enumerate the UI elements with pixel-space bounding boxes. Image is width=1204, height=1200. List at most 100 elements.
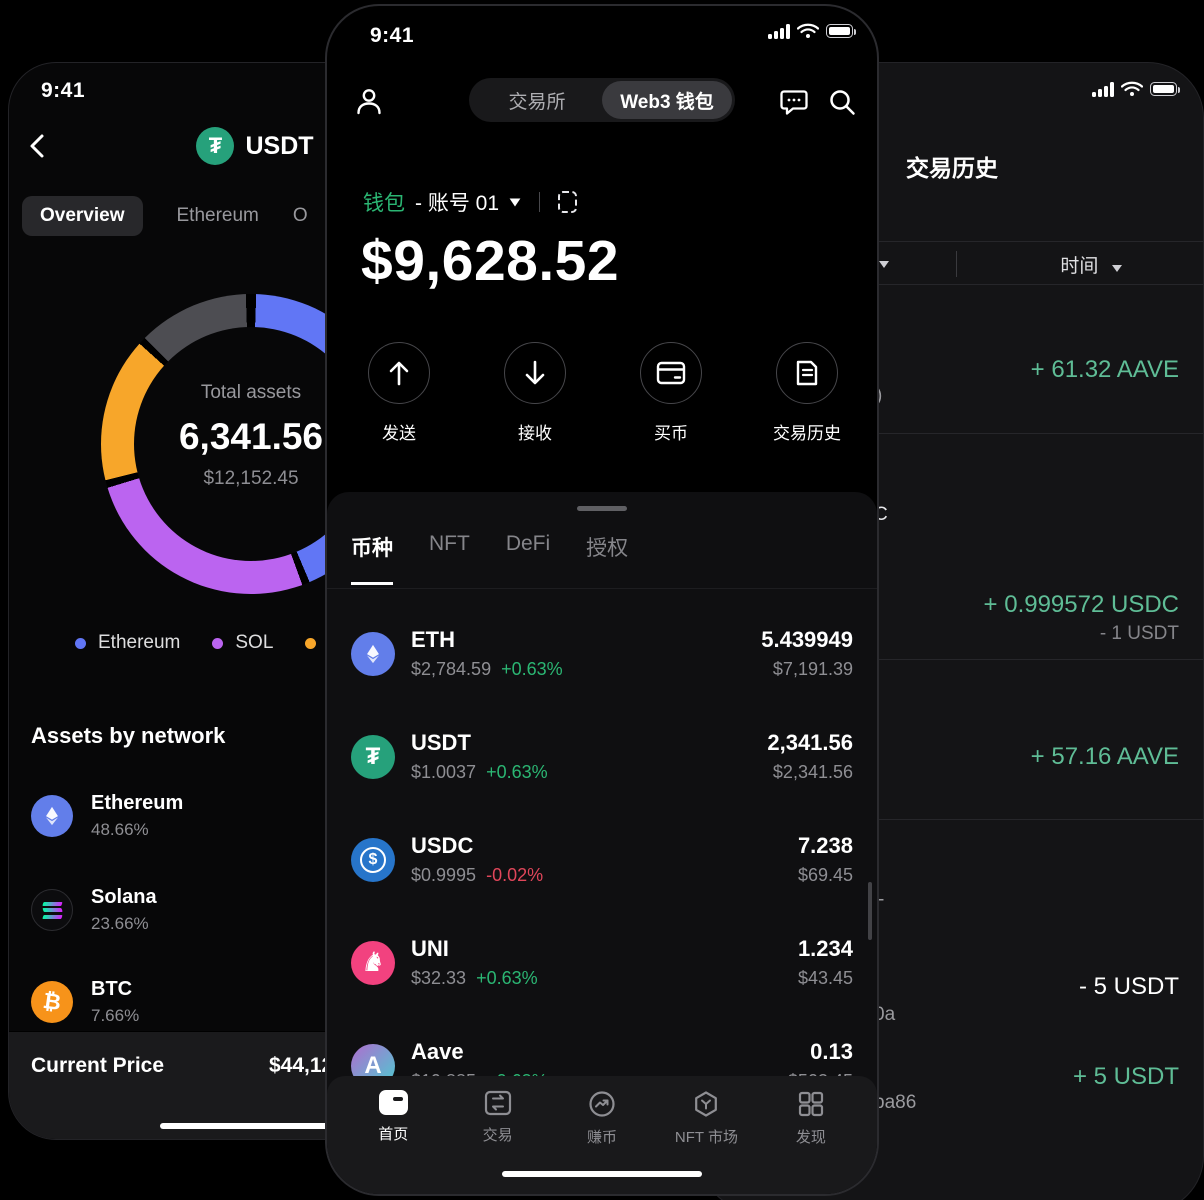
segment-web3-wallet[interactable]: Web3 钱包 <box>602 81 732 119</box>
account-label: - 账号 01 <box>415 192 500 215</box>
status-icons <box>1092 81 1180 97</box>
usdt-icon: ₮ <box>351 734 395 779</box>
token-fiat: $43.45 <box>797 968 853 988</box>
sheet-drag-handle[interactable] <box>577 506 627 511</box>
network-percent: 7.66% <box>91 1006 140 1025</box>
nav-trade[interactable]: 交易 <box>445 1090 549 1194</box>
nav-home[interactable]: 首页 <box>341 1090 445 1194</box>
network-row-ethereum[interactable]: Ethereum 48.66% <box>31 792 183 840</box>
send-button[interactable]: 发送 <box>339 342 459 444</box>
nav-label: 交易 <box>482 1127 513 1144</box>
battery-icon <box>826 24 856 38</box>
nav-label: 赚币 <box>587 1129 618 1146</box>
chat-button[interactable] <box>779 87 809 122</box>
buy-crypto-button[interactable]: 买币 <box>611 342 731 444</box>
tx-partial-text: - <box>878 889 885 910</box>
usdc-glyph: $ <box>360 846 386 873</box>
tab-approvals[interactable]: 授权 <box>586 537 629 560</box>
wallet-label: 钱包 <box>363 192 405 215</box>
donut-center-label: Total assets <box>200 382 302 403</box>
tx-amount[interactable]: - 5 USDT <box>1078 973 1179 1000</box>
filter-left-caret-icon[interactable] <box>879 261 889 268</box>
action-label: 交易历史 <box>773 424 841 443</box>
nav-earn[interactable]: 赚币 <box>550 1090 654 1194</box>
token-symbol: USDC <box>411 833 474 858</box>
card-icon <box>656 361 686 385</box>
token-row-usdc[interactable]: $ USDC $0.9995 -0.02% 7.238 $69.45 <box>327 808 877 911</box>
center-phone-wallet-home: 9:41 交易所 Web3 钱包 钱包 - 账号 01 $9,628.5 <box>325 4 879 1196</box>
tab-overview[interactable]: Overview <box>22 196 143 236</box>
token-symbol: ETH <box>411 627 455 652</box>
tx-amount[interactable]: + 5 USDT <box>1072 1063 1179 1090</box>
uni-icon: ♞ <box>351 940 395 985</box>
scrollbar-thumb[interactable] <box>868 882 872 940</box>
btc-icon: ₿ <box>31 981 73 1023</box>
divider <box>701 659 1203 660</box>
filter-bar: 时间 <box>701 241 1203 285</box>
network-row-btc[interactable]: ₿ BTC 7.66% <box>31 978 139 1026</box>
token-symbol: UNI <box>411 936 449 961</box>
discover-grid-icon <box>798 1091 823 1117</box>
legend-item-ethereum: Ethereum <box>75 632 180 654</box>
buy-circle <box>640 342 702 404</box>
token-amount: 2,341.56 <box>767 730 853 755</box>
segment-exchange[interactable]: 交易所 <box>508 91 566 113</box>
usdc-icon: $ <box>351 837 395 882</box>
token-fiat: $2,341.56 <box>772 762 853 782</box>
filter-divider <box>956 251 957 277</box>
tx-address-tail: ba86 <box>874 1092 917 1113</box>
history-circle <box>776 342 838 404</box>
status-time: 9:41 <box>41 79 86 102</box>
legend-dot-ethereum <box>75 637 86 649</box>
network-name: Solana <box>91 886 157 908</box>
network-row-solana[interactable]: Solana 23.66% <box>31 886 157 934</box>
nav-nft-market[interactable]: NFT 市场 <box>654 1090 758 1194</box>
filter-time-dropdown[interactable]: 时间 <box>1031 251 1151 278</box>
token-row-eth[interactable]: ETH $2,784.59 +0.63% 5.439949 $7,191.39 <box>327 602 877 705</box>
tab-defi[interactable]: DeFi <box>505 532 551 555</box>
usdt-icon: ₮ <box>196 127 235 165</box>
home-icon <box>378 1090 408 1115</box>
signal-icon <box>1092 81 1114 97</box>
divider <box>701 433 1203 434</box>
section-title-assets-by-network: Assets by network <box>31 723 226 748</box>
tab-partial[interactable]: O <box>292 205 308 226</box>
divider <box>327 588 877 589</box>
nav-label: NFT 市场 <box>674 1129 738 1146</box>
account-caret-icon <box>509 197 521 207</box>
tx-address-tail: 0a <box>874 1004 896 1025</box>
tx-amount[interactable]: + 0.999572 USDC <box>983 591 1179 618</box>
send-circle <box>368 342 430 404</box>
current-price-label: Current Price <box>31 1054 165 1077</box>
tx-partial-text: ) <box>876 385 883 406</box>
receive-button[interactable]: 接收 <box>475 342 595 444</box>
history-button[interactable]: 交易历史 <box>747 342 867 444</box>
token-row-uni[interactable]: ♞ UNI $32.33 +0.63% 1.234 $43.45 <box>327 911 877 1014</box>
donut-center-value: 6,341.56 <box>178 416 324 457</box>
tx-amount[interactable]: + 57.16 AAVE <box>1030 743 1179 770</box>
search-button[interactable] <box>827 87 857 122</box>
back-button[interactable] <box>23 129 53 168</box>
tab-nft[interactable]: NFT <box>429 532 470 555</box>
profile-button[interactable] <box>354 86 384 121</box>
chat-bubble-icon <box>780 90 808 115</box>
history-title: 交易历史 <box>906 155 998 181</box>
token-row-usdt[interactable]: ₮ USDT $1.0037 +0.63% 2,341.56 $2,341.56 <box>327 705 877 808</box>
tab-tokens[interactable]: 币种 <box>351 532 393 585</box>
tx-amount[interactable]: + 61.32 AAVE <box>1030 356 1179 383</box>
home-indicator[interactable] <box>160 1123 350 1129</box>
usdt-glyph: ₮ <box>365 742 381 770</box>
solana-bar <box>41 914 63 919</box>
legend-dot-sol <box>212 637 224 649</box>
account-selector[interactable]: 钱包 - 账号 01 <box>363 187 578 217</box>
device-switch-icon[interactable] <box>558 191 578 213</box>
network-percent: 48.66% <box>91 820 149 839</box>
home-indicator[interactable] <box>502 1171 702 1177</box>
legend-item-sol: SOL <box>212 632 273 654</box>
divider <box>701 819 1203 820</box>
token-amount: 5.439949 <box>761 627 853 652</box>
tab-ethereum[interactable]: Ethereum <box>176 205 259 226</box>
nav-discover[interactable]: 发现 <box>759 1090 863 1194</box>
legend-label: Ethereum <box>98 632 181 653</box>
